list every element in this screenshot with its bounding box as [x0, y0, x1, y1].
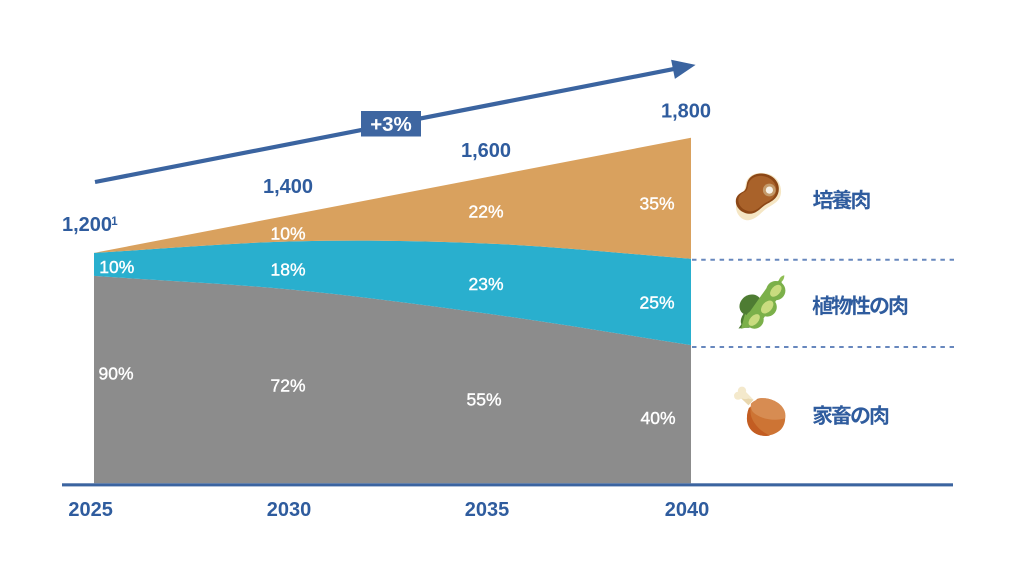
svg-text:1,400: 1,400 — [263, 176, 313, 198]
svg-text:55%: 55% — [466, 389, 501, 409]
svg-text:10%: 10% — [99, 257, 134, 277]
svg-text:72%: 72% — [270, 375, 305, 395]
svg-text:2035: 2035 — [465, 499, 510, 521]
svg-text:18%: 18% — [270, 259, 305, 279]
svg-text:10%: 10% — [270, 223, 305, 243]
svg-text:2040: 2040 — [665, 499, 710, 521]
svg-text:+3%: +3% — [370, 113, 412, 136]
svg-text:23%: 23% — [468, 274, 503, 294]
svg-text:2030: 2030 — [267, 499, 312, 521]
svg-text:22%: 22% — [468, 201, 503, 221]
svg-text:25%: 25% — [639, 292, 674, 312]
svg-text:1,800: 1,800 — [661, 101, 711, 123]
svg-text:1,200: 1,200 — [62, 214, 112, 236]
svg-text:2025: 2025 — [68, 499, 113, 521]
svg-text:1: 1 — [111, 216, 118, 228]
svg-text:1,600: 1,600 — [461, 140, 511, 162]
svg-text:90%: 90% — [98, 363, 133, 383]
svg-text:40%: 40% — [640, 408, 675, 428]
svg-text:35%: 35% — [639, 193, 674, 213]
